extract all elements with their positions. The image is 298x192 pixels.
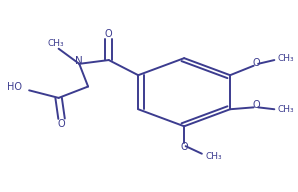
Text: CH₃: CH₃ [47,39,64,47]
Text: O: O [58,119,65,129]
Text: N: N [75,56,83,66]
Text: CH₃: CH₃ [205,152,222,161]
Text: O: O [253,100,260,110]
Text: O: O [105,29,113,39]
Text: CH₃: CH₃ [278,105,294,114]
Text: CH₃: CH₃ [278,54,294,63]
Text: O: O [253,58,260,68]
Text: HO: HO [7,83,22,93]
Text: O: O [180,142,188,152]
